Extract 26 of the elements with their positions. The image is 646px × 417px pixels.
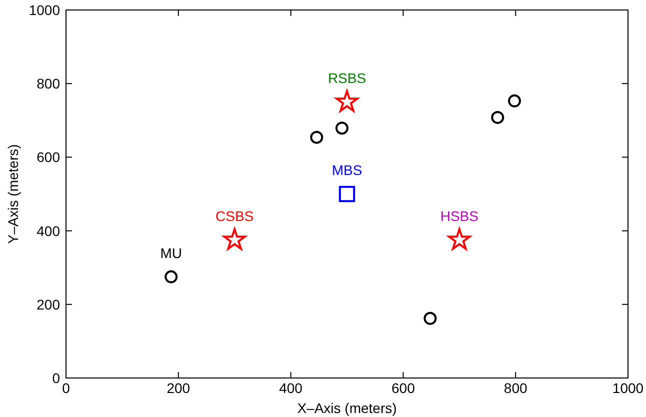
annotation: MU (160, 244, 182, 261)
point (424, 312, 437, 325)
point (335, 122, 348, 135)
y-tick-label: 200 (36, 296, 60, 312)
x-axis-title: X–Axis (meters) (297, 400, 397, 416)
y-tick-label: 600 (36, 149, 60, 166)
x-tick-label: 800 (504, 380, 528, 396)
annotation: CSBS (216, 208, 254, 224)
point (491, 110, 504, 124)
annotation: MBS (332, 162, 362, 178)
y-tick-label: 1000 (28, 2, 60, 18)
point (338, 186, 356, 202)
x-tick-label: 400 (279, 380, 303, 396)
point (164, 270, 178, 284)
y-tick-label: 400 (36, 222, 60, 239)
point (508, 94, 521, 108)
annotation: HSBS (440, 208, 478, 224)
x-tick-label: 200 (166, 380, 190, 396)
x-tick-label: 600 (392, 380, 416, 396)
annotation: RSBS (328, 70, 366, 86)
point (310, 130, 324, 144)
y-axis-title: Y–Axis (meters) (5, 144, 21, 244)
x-tick-label: 0 (62, 380, 70, 396)
x-tick-label: 1000 (612, 380, 644, 396)
y-tick-label: 0 (52, 370, 60, 386)
y-tick-label: 800 (36, 76, 60, 92)
